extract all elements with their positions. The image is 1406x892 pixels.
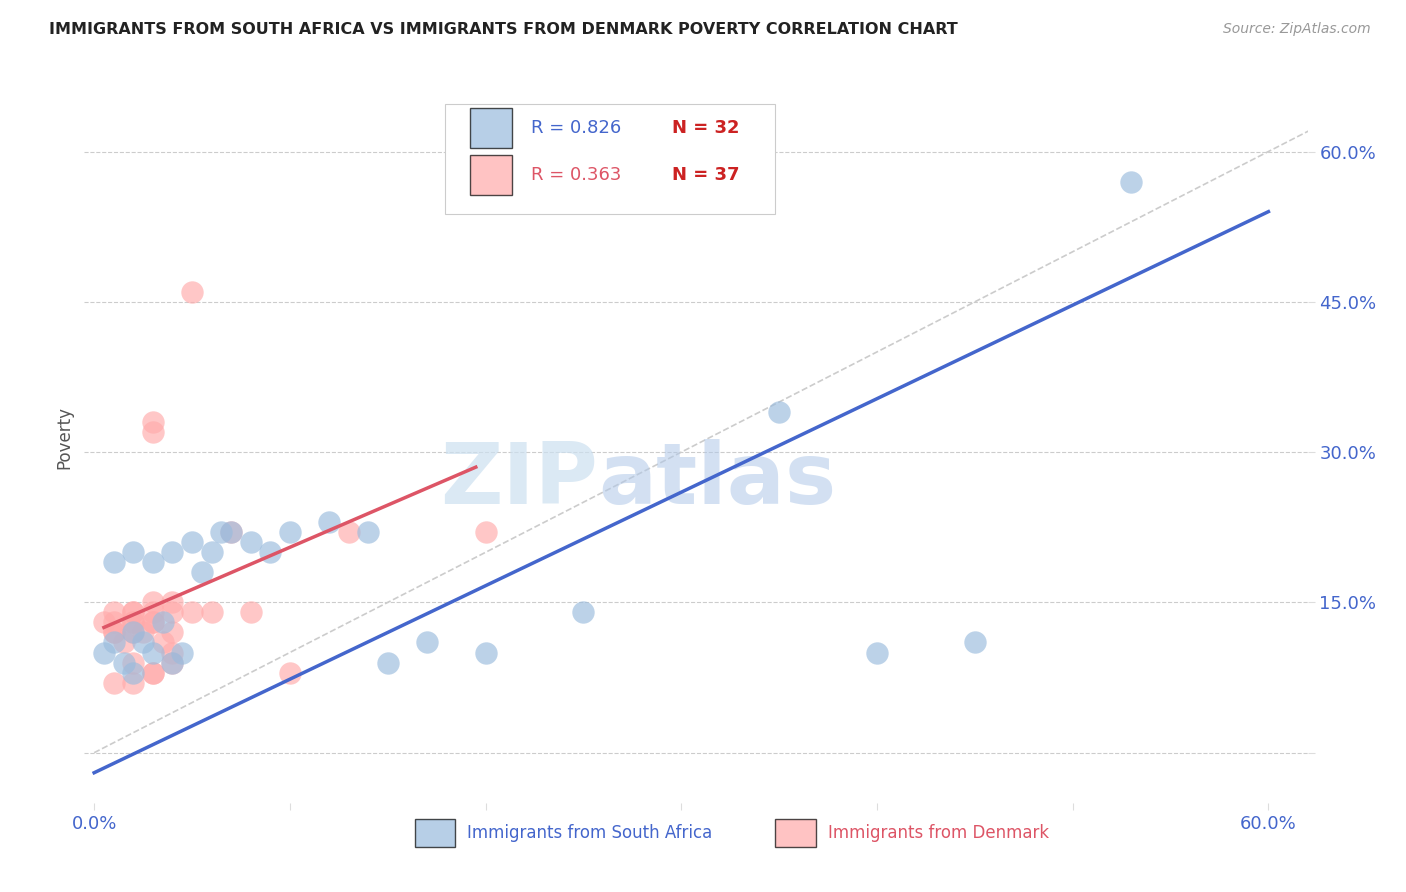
Point <box>162 656 184 670</box>
Point <box>103 555 125 569</box>
Point <box>278 665 301 680</box>
Point <box>142 415 165 429</box>
Point <box>162 545 184 559</box>
Point <box>474 646 496 660</box>
Point <box>200 545 222 559</box>
Point <box>93 646 115 660</box>
Point <box>963 635 986 649</box>
Text: R = 0.363: R = 0.363 <box>531 166 621 184</box>
Point <box>132 635 155 649</box>
Text: IMMIGRANTS FROM SOUTH AFRICA VS IMMIGRANTS FROM DENMARK POVERTY CORRELATION CHAR: IMMIGRANTS FROM SOUTH AFRICA VS IMMIGRAN… <box>49 22 957 37</box>
Point <box>162 606 184 620</box>
Text: N = 37: N = 37 <box>672 166 740 184</box>
Point <box>142 646 165 660</box>
Text: Immigrants from South Africa: Immigrants from South Africa <box>467 824 713 842</box>
Point <box>219 525 242 540</box>
Point <box>103 625 125 640</box>
FancyBboxPatch shape <box>446 104 776 214</box>
Point <box>162 656 184 670</box>
Point <box>209 525 232 540</box>
Point <box>572 606 595 620</box>
Point <box>122 606 145 620</box>
Point <box>357 525 380 540</box>
Point <box>152 635 174 649</box>
Point <box>122 656 145 670</box>
Point <box>200 606 222 620</box>
Y-axis label: Poverty: Poverty <box>55 406 73 468</box>
Text: R = 0.826: R = 0.826 <box>531 119 621 136</box>
Point <box>103 625 125 640</box>
Point <box>142 615 165 630</box>
Point <box>122 606 145 620</box>
Point <box>103 615 125 630</box>
Point <box>122 625 145 640</box>
Point <box>181 606 204 620</box>
Point <box>318 515 340 529</box>
Text: Immigrants from Denmark: Immigrants from Denmark <box>828 824 1049 842</box>
FancyBboxPatch shape <box>470 155 513 195</box>
Point <box>278 525 301 540</box>
Text: atlas: atlas <box>598 440 837 523</box>
Point <box>103 635 125 649</box>
Point <box>768 405 790 419</box>
Point <box>1121 175 1143 189</box>
Text: N = 32: N = 32 <box>672 119 740 136</box>
Point <box>122 665 145 680</box>
Point <box>162 595 184 609</box>
Point <box>162 625 184 640</box>
Point <box>142 425 165 439</box>
Point <box>142 665 165 680</box>
Point <box>103 606 125 620</box>
Point <box>172 646 194 660</box>
Point <box>122 615 145 630</box>
Point <box>122 675 145 690</box>
Point <box>112 656 135 670</box>
Point <box>142 606 165 620</box>
Point <box>337 525 360 540</box>
Point <box>181 285 204 299</box>
Point <box>122 615 145 630</box>
Text: Source: ZipAtlas.com: Source: ZipAtlas.com <box>1223 22 1371 37</box>
Text: ZIP: ZIP <box>440 440 598 523</box>
Point <box>122 625 145 640</box>
Point <box>259 545 281 559</box>
Point <box>239 606 262 620</box>
Point <box>112 635 135 649</box>
Point <box>142 615 165 630</box>
Point <box>122 545 145 559</box>
Point <box>152 615 174 630</box>
Point <box>142 555 165 569</box>
Point <box>142 595 165 609</box>
Point <box>377 656 399 670</box>
FancyBboxPatch shape <box>470 108 513 148</box>
Point <box>181 535 204 549</box>
Point <box>191 566 214 580</box>
Point <box>866 646 889 660</box>
Point <box>162 646 184 660</box>
Point <box>142 665 165 680</box>
Point <box>416 635 439 649</box>
FancyBboxPatch shape <box>415 819 456 847</box>
Point <box>103 675 125 690</box>
Point <box>474 525 496 540</box>
Point <box>239 535 262 549</box>
Point <box>219 525 242 540</box>
Point <box>132 625 155 640</box>
FancyBboxPatch shape <box>776 819 815 847</box>
Point <box>93 615 115 630</box>
